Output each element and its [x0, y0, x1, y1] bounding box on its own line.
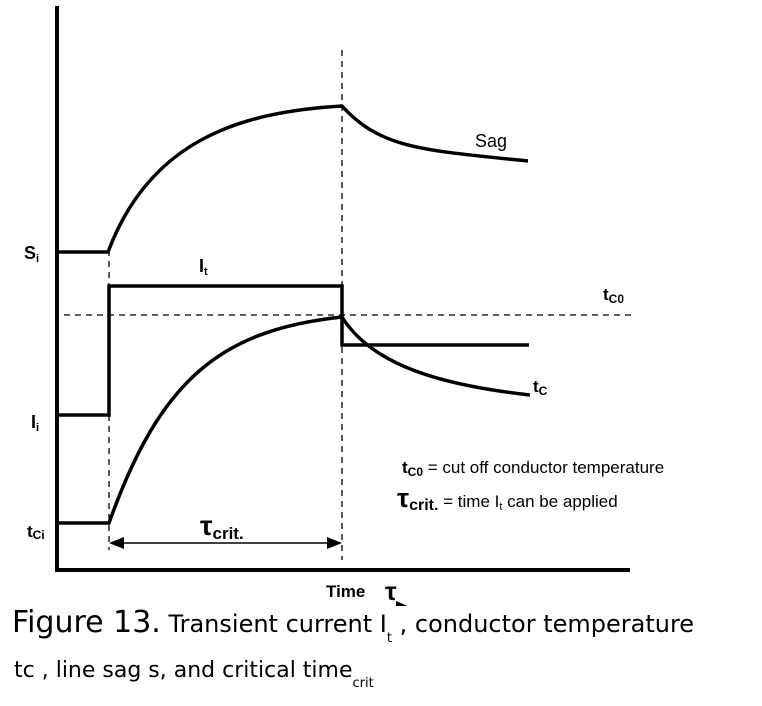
caption-sub-crit: crit — [352, 676, 374, 691]
conductor-temperature-curve — [57, 315, 531, 525]
label-tci: tCi — [27, 522, 45, 542]
label-it: It — [199, 256, 208, 278]
label-tau-crit: τcrit. — [200, 510, 244, 543]
transient-diagram: Si It Ii tCi Sag tC0 tC τcrit. Time τ tC… — [24, 6, 664, 606]
legend-time: τcrit. = time It can be applied — [397, 483, 618, 514]
sag-curve — [57, 104, 529, 254]
legend-cutoff: tC0 = cut off conductor temperature — [402, 458, 664, 479]
caption-line-1: Figure 13. Transient current It , conduc… — [12, 606, 752, 656]
caption-text-2: , conductor temperature — [391, 610, 695, 638]
label-si: Si — [24, 243, 39, 265]
tau-crit-arrow-right-head — [327, 537, 342, 549]
label-time: Time — [326, 582, 365, 601]
figure-caption: Figure 13. Transient current It , conduc… — [12, 606, 752, 699]
caption-text-1: Transient current I — [160, 610, 387, 638]
time-arrow-head — [396, 601, 408, 606]
label-sag: Sag — [475, 131, 507, 151]
figure-number: Figure 13. — [12, 605, 161, 640]
caption-text-3: tc , line sag s, and critical time — [14, 658, 353, 683]
label-tc0: tC0 — [603, 285, 624, 306]
label-time-symbol: τ — [385, 576, 397, 606]
label-ii: Ii — [31, 412, 39, 434]
tau-crit-arrow-left-head — [109, 537, 124, 549]
label-tc: tC — [533, 377, 548, 398]
current-curve — [57, 284, 529, 417]
caption-line-2: tc , line sag s, and critical timecrit — [12, 656, 752, 699]
caption-sub-t: t — [386, 631, 392, 646]
